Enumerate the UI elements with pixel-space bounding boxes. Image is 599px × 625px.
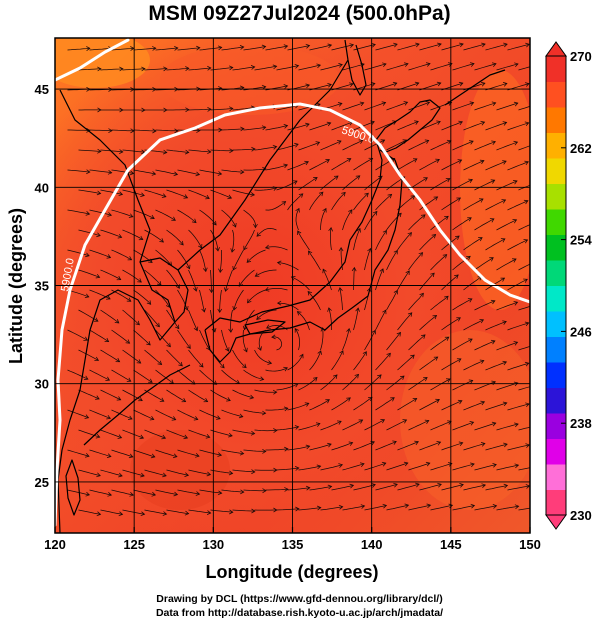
- colorbar-segment: [546, 234, 566, 261]
- colorbar-segment: [546, 489, 566, 516]
- credit-drawing: Drawing by DCL (https://www.gfd-dennou.o…: [156, 593, 443, 605]
- colorbar-tick-label: 254: [570, 233, 592, 248]
- colorbar-segment: [546, 362, 566, 388]
- y-tick-label: 30: [35, 377, 49, 392]
- colorbar-segment: [546, 81, 566, 108]
- lat-lon-grid: [55, 38, 530, 533]
- colorbar-segment: [546, 183, 566, 210]
- colorbar-tick-label: 238: [570, 416, 592, 431]
- y-tick-label: 25: [35, 475, 49, 490]
- geopotential-contours: [55, 38, 530, 527]
- colorbar-tick-label: 262: [570, 141, 592, 156]
- colorbar-segment: [546, 132, 566, 159]
- colorbar-segment: [546, 336, 566, 363]
- colorbar-segment: [546, 387, 566, 414]
- map-title: MSM 09Z27Jul2024 (500.0hPa): [148, 2, 451, 25]
- y-tick-label: 35: [35, 279, 49, 294]
- x-tick-label: 125: [123, 537, 145, 552]
- coastlines: [57, 39, 506, 533]
- colorbar-segment: [546, 413, 566, 439]
- colorbar-segment: [546, 464, 566, 490]
- colorbar-segment: [546, 285, 566, 312]
- y-axis-label: Latitude (degrees): [6, 208, 26, 364]
- colorbar-segment: [546, 209, 566, 235]
- x-tick-label: 145: [440, 537, 462, 552]
- colorbar-bottom-arrow: [545, 514, 567, 530]
- colorbar-segment: [546, 158, 566, 184]
- colorbar-segment: [546, 260, 566, 286]
- x-tick-label: 150: [519, 537, 541, 552]
- colorbar-segment: [546, 56, 566, 82]
- contour-5900-west: [55, 102, 530, 527]
- contour-label: 5900.0: [59, 257, 77, 292]
- colorbar-tick-label: 270: [570, 49, 592, 64]
- x-tick-label: 130: [202, 537, 224, 552]
- x-tick-label: 120: [44, 537, 66, 552]
- y-tick-label: 45: [35, 82, 49, 97]
- wind-streamlines: [67, 42, 530, 517]
- x-tick-label: 135: [282, 537, 304, 552]
- colorbar-tick-label: 230: [570, 508, 592, 523]
- colorbar-top-arrow: [545, 41, 567, 57]
- credit-data: Data from http://database.rish.kyoto-u.a…: [155, 607, 444, 619]
- colorbar-tick-label: 246: [570, 324, 592, 339]
- y-tick-label: 40: [35, 180, 49, 195]
- colorbar-segment: [546, 311, 566, 337]
- colorbar-segment: [546, 107, 566, 133]
- x-tick-label: 140: [361, 537, 383, 552]
- x-axis-label: Longitude (degrees): [205, 562, 378, 582]
- y-axis: 25 30 35 40 45: [35, 82, 49, 490]
- contour-5900-northwest: [55, 38, 130, 82]
- colorbar: 270 262 254 246 238 230: [545, 41, 592, 530]
- colorbar-segment: [546, 438, 566, 465]
- x-axis: 120 125 130 135 140 145 150: [44, 527, 541, 552]
